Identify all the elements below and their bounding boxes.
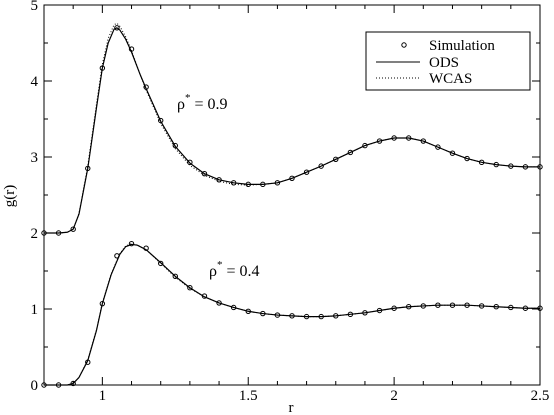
simulation-point: [70, 226, 76, 232]
simulation-point: [333, 156, 339, 162]
legend-label-wcas: WCAS: [429, 71, 472, 87]
axis-ticks: 1 1.5 2 2.5 0 1 2 3 4 5: [31, 0, 550, 404]
svg-text:ρ* = 0.4: ρ* = 0.4: [209, 259, 260, 280]
legend-marker-simulation: [401, 42, 407, 48]
markers-layer: [41, 25, 543, 388]
annotation-rho-value: = 0.9: [190, 96, 227, 113]
simulation-point: [99, 65, 106, 71]
x-axis-label: r: [289, 400, 294, 415]
simulation-point: [478, 159, 485, 166]
curves-layer: [44, 22, 540, 386]
simulation-point: [435, 144, 441, 150]
simulation-point: [143, 245, 149, 251]
ods-curve-2: [44, 243, 540, 386]
x-tick-label: 1.5: [239, 388, 258, 404]
x-tick-label: 2: [390, 388, 398, 404]
simulation-point: [522, 305, 529, 311]
legend-label-ods: ODS: [429, 55, 459, 71]
simulation-point: [143, 84, 149, 90]
simulation-point: [347, 149, 354, 156]
simulation-point: [289, 313, 295, 319]
y-tick-label: 1: [31, 302, 39, 318]
simulation-point: [435, 302, 441, 308]
simulation-point: [172, 273, 178, 280]
simulation-point: [187, 285, 193, 291]
simulation-point: [406, 304, 412, 310]
simulation-point: [245, 181, 251, 188]
annotation-rho-symbol: ρ: [209, 263, 217, 280]
simulation-point: [187, 159, 193, 166]
simulation-point: [274, 312, 281, 318]
simulation-point: [216, 177, 222, 183]
simulation-point: [493, 304, 499, 310]
simulation-point: [158, 117, 164, 124]
simulation-point: [114, 25, 120, 31]
y-tick-label: 2: [31, 226, 39, 242]
x-tick-label: 2.5: [531, 388, 550, 404]
simulation-point: [449, 302, 456, 308]
simulation-point: [493, 161, 499, 168]
simulation-point: [333, 313, 339, 319]
annotation-rho-star: *: [185, 92, 191, 104]
simulation-point: [420, 138, 426, 144]
simulation-point: [362, 310, 368, 316]
simulation-point: [230, 304, 237, 311]
simulation-point: [478, 303, 485, 309]
simulation-point: [260, 181, 266, 188]
simulation-point: [99, 300, 106, 307]
simulation-point: [158, 260, 164, 267]
legend-box: [365, 31, 531, 91]
simulation-point: [449, 150, 456, 156]
simulation-point: [85, 359, 91, 365]
simulation-point: [303, 313, 310, 320]
x-tick-label: 1: [99, 388, 107, 404]
simulation-point: [420, 303, 426, 309]
annotation-rho-04: ρ* = 0.4: [209, 259, 260, 280]
simulation-point: [391, 305, 397, 311]
simulation-point: [128, 240, 135, 247]
simulation-point: [464, 155, 470, 162]
simulation-point: [85, 165, 91, 172]
simulation-point: [289, 175, 295, 181]
simulation-point: [274, 180, 281, 186]
simulation-point: [508, 163, 514, 169]
simulation-point: [362, 142, 368, 149]
simulation-point: [508, 304, 514, 311]
wcas-curve-1: [44, 22, 540, 234]
simulation-point: [55, 230, 62, 236]
y-tick-label: 0: [31, 378, 39, 394]
wcas-curve-2: [44, 243, 540, 386]
annotation-rho-symbol: ρ: [177, 96, 185, 113]
annotation-rho-09: ρ* = 0.9: [177, 92, 228, 113]
simulation-point: [172, 142, 178, 149]
legend-label-simulation: Simulation: [429, 38, 495, 54]
simulation-point: [216, 300, 222, 306]
svg-text:ρ* = 0.9: ρ* = 0.9: [177, 92, 228, 113]
simulation-point: [406, 135, 412, 141]
simulation-point: [464, 302, 470, 308]
simulation-point: [260, 310, 266, 317]
simulation-point: [201, 171, 208, 177]
y-tick-label: 4: [31, 74, 39, 90]
y-axis-label: g(r): [2, 185, 18, 208]
simulation-point: [522, 164, 529, 170]
simulation-point: [318, 313, 324, 320]
simulation-point: [128, 46, 135, 52]
annotation-rho-value: = 0.4: [222, 263, 259, 280]
simulation-point: [318, 163, 324, 169]
simulation-point: [230, 180, 237, 186]
y-tick-label: 3: [31, 150, 39, 166]
simulation-point: [347, 311, 354, 318]
simulation-point: [201, 293, 208, 299]
simulation-point: [391, 135, 397, 141]
simulation-point: [303, 169, 310, 175]
simulation-point: [114, 253, 120, 259]
simulation-point: [245, 308, 251, 314]
simulation-point: [376, 138, 383, 144]
y-tick-label: 5: [31, 0, 39, 14]
annotation-rho-star: *: [217, 259, 223, 271]
simulation-point: [376, 307, 383, 314]
legend: Simulation ODS WCAS: [365, 31, 531, 91]
